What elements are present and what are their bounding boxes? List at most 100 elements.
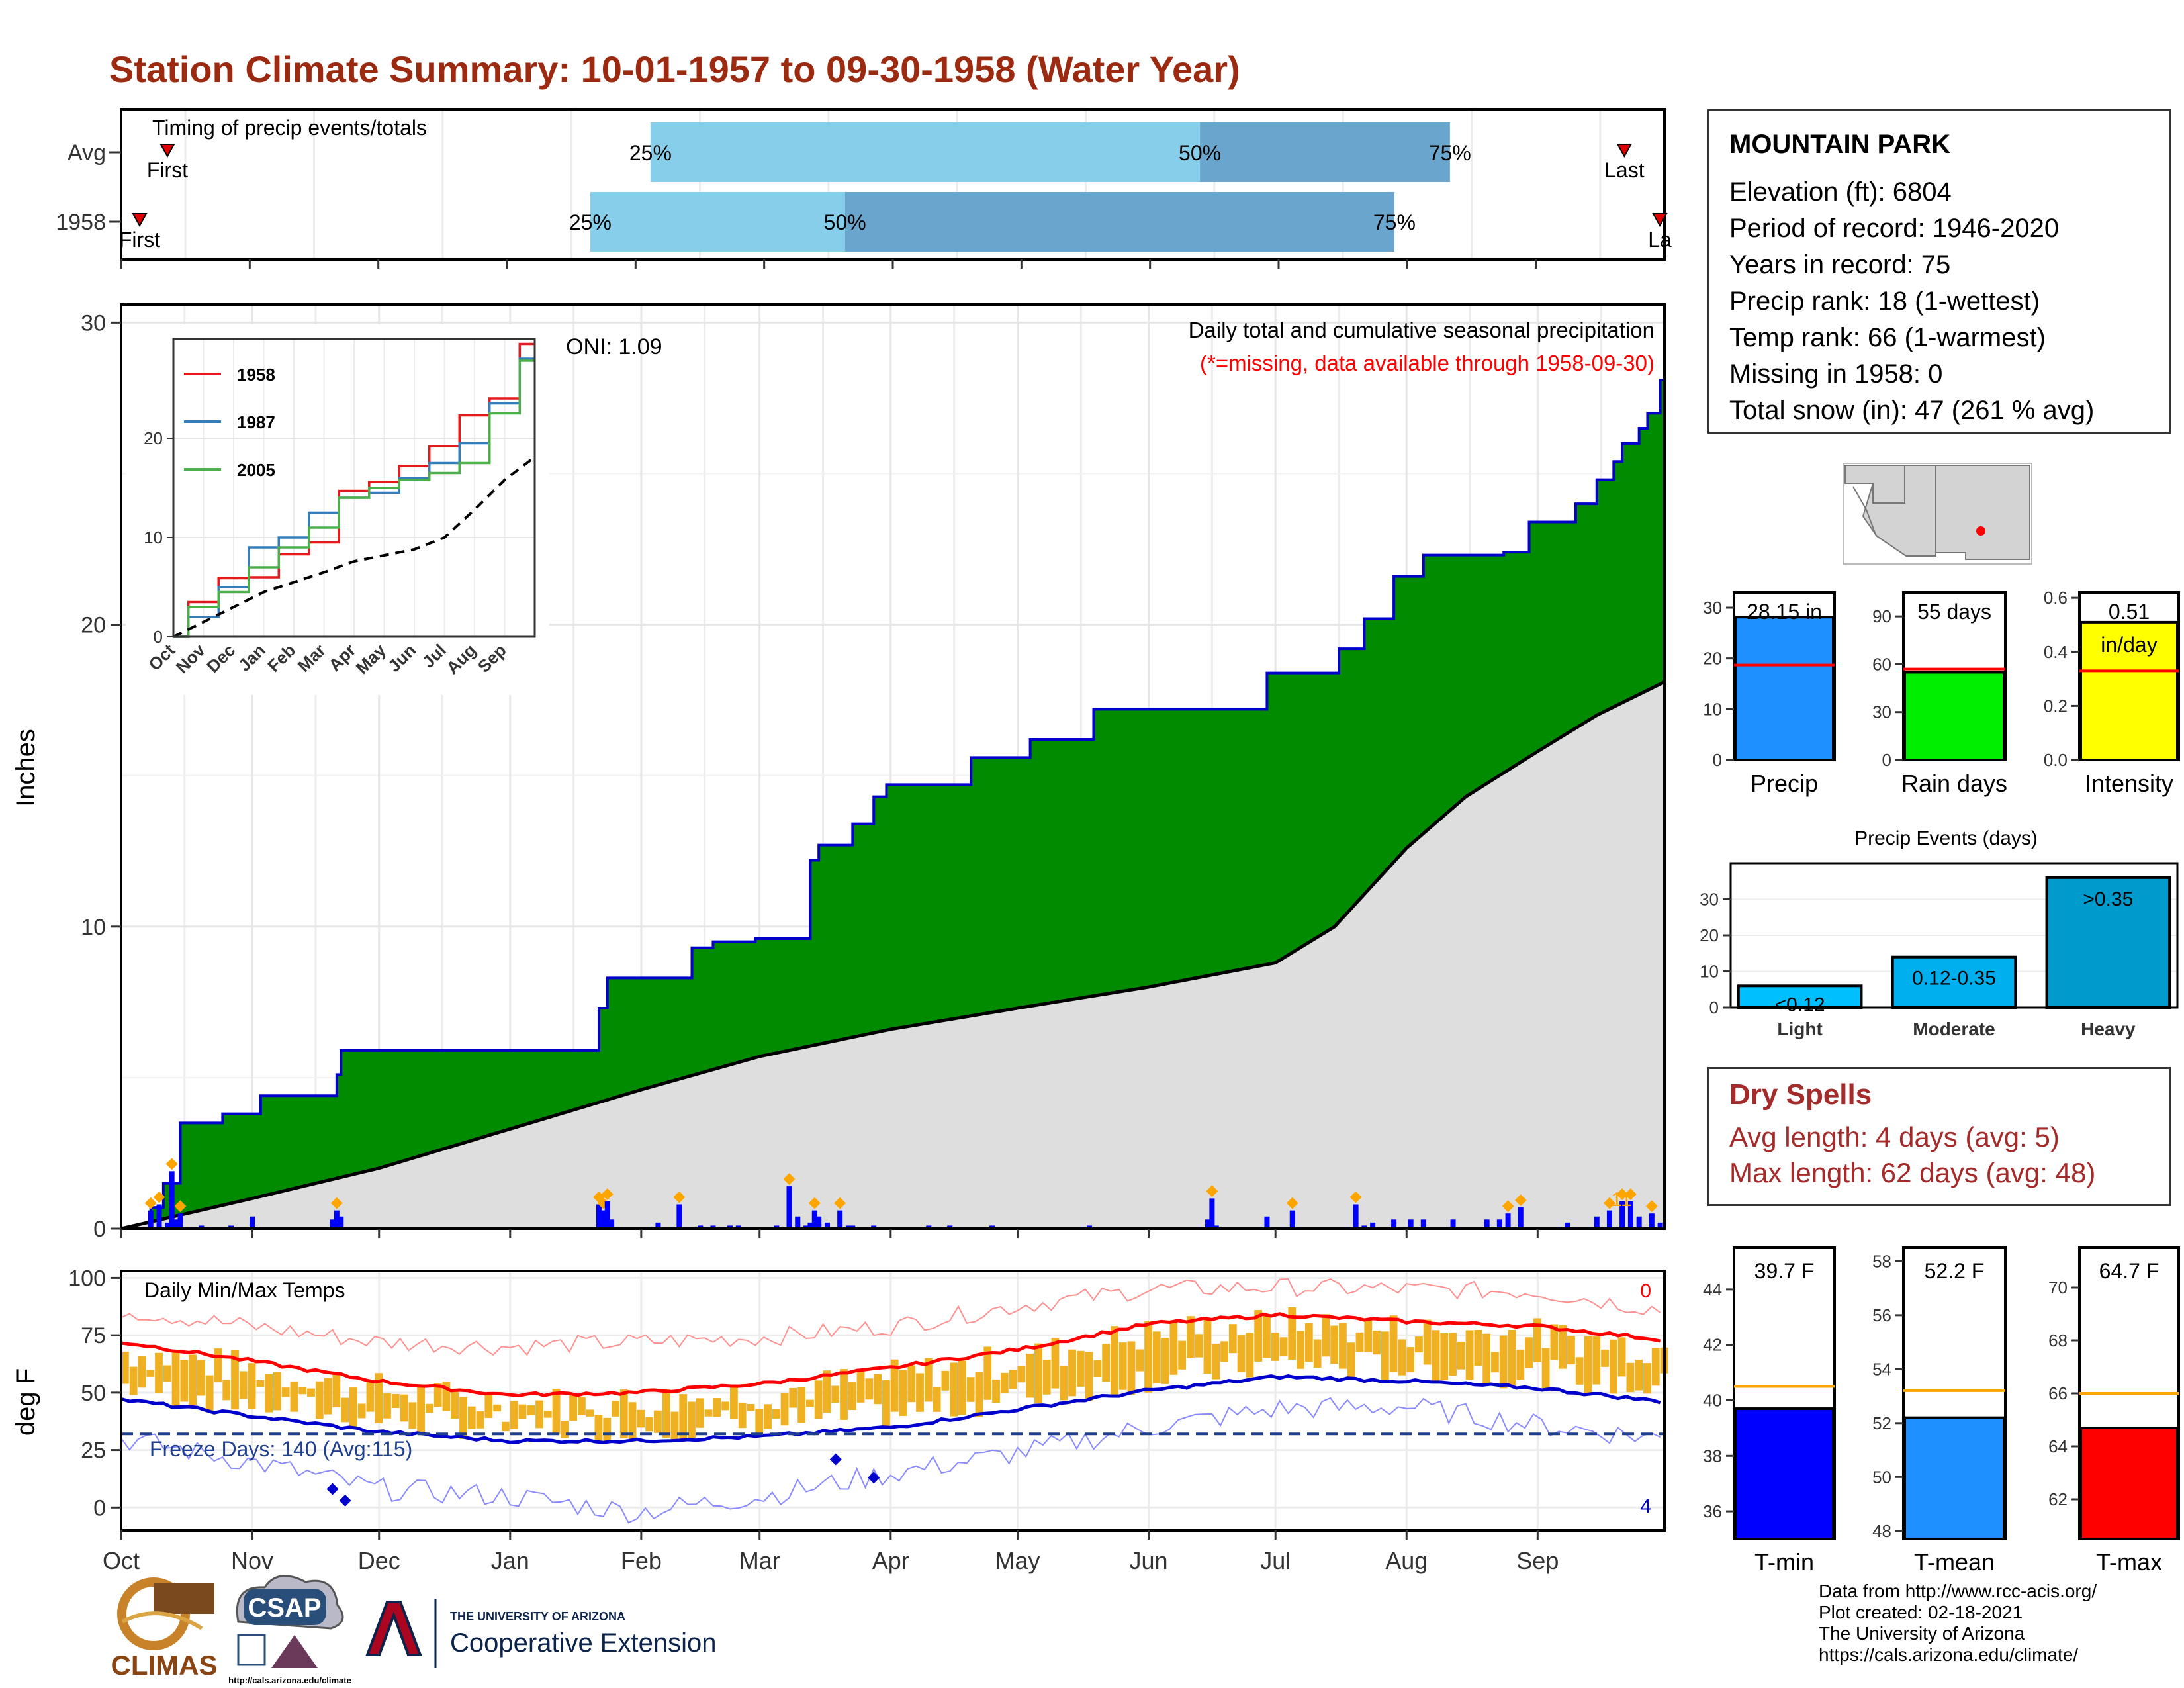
daily-temp-range-bar (840, 1369, 848, 1420)
csap-logo-text: CSAP (248, 1593, 321, 1622)
daily-temp-range-bar (1127, 1341, 1136, 1395)
timing-row-label: Avg (68, 140, 106, 165)
daily-temp-range-bar (1398, 1339, 1406, 1376)
daily-temp-range-bar (1567, 1336, 1575, 1365)
dry-spells-max: Max length: 62 days (avg: 48) (1729, 1157, 2096, 1188)
daily-precip-bar (1450, 1219, 1456, 1229)
daily-temp-range-bar (400, 1394, 408, 1422)
events-y-tick-label: 0 (1709, 998, 1719, 1017)
daily-precip-bar (871, 1225, 877, 1229)
temp-y-tick-label: 0 (93, 1495, 106, 1521)
inset-legend-label: 1987 (237, 412, 275, 432)
climas-logo-text: CLIMAS (111, 1650, 218, 1681)
daily-precip-bar (604, 1201, 610, 1229)
month-label: Apr (872, 1547, 909, 1574)
climas-logo-wave (121, 1611, 203, 1630)
daily-precip-bar (807, 1222, 813, 1229)
daily-temp-range-bar (1465, 1330, 1474, 1380)
average-min-line (120, 1374, 1661, 1444)
inset-legend-label: 2005 (237, 460, 275, 480)
temp-summary-bar (1903, 1416, 2005, 1541)
summary-y-tick-label: 90 (1872, 606, 1891, 626)
map-state-nm (1935, 465, 2030, 560)
daily-temp-range-bar (1237, 1335, 1246, 1372)
daily-temp-range-bar (552, 1388, 561, 1435)
map-coast (1852, 486, 1877, 537)
daily-temp-range-bar (1263, 1314, 1271, 1358)
event-bar (2045, 876, 2171, 1009)
daily-temp-range-bar (586, 1409, 594, 1417)
daily-precip-bar (811, 1210, 817, 1229)
daily-temp-range-bar (1651, 1348, 1660, 1386)
daily-temp-range-bar (527, 1405, 535, 1415)
daily-temp-range-bar (1220, 1341, 1228, 1362)
inset-frame (172, 338, 536, 638)
temp-summary-bar (1734, 1407, 1835, 1540)
daily-precip-bar (824, 1222, 830, 1229)
temp-y-tick-label: 100 (68, 1266, 106, 1291)
daily-temp-range-bar (1085, 1352, 1093, 1401)
summary-y-tick-label: 30 (1872, 702, 1891, 722)
daily-precip-bar (698, 1225, 704, 1229)
month-label: Jul (1260, 1547, 1291, 1574)
last-event-marker (1616, 144, 1633, 158)
daily-temp-range-bar (679, 1394, 688, 1439)
daily-precip-bar (1627, 1201, 1633, 1229)
ua-logo-small-text: THE UNIVERSITY OF ARIZONA (450, 1610, 625, 1623)
daily-temp-range-bar (391, 1393, 400, 1409)
daily-temp-range-bar (1406, 1347, 1415, 1372)
daily-temp-range-bar (1525, 1337, 1533, 1368)
timing-panel: Timing of precip events/totals Avg 25% 50% 7… (56, 108, 1672, 269)
daily-temp-range-bar (1423, 1319, 1432, 1365)
daily-precip-bar (1209, 1198, 1215, 1229)
daily-temp-range-bar (1364, 1319, 1373, 1352)
last-event-label: Last (1604, 158, 1645, 182)
oni-label: ONI: 1.09 (566, 334, 662, 359)
daily-temp-range-bar (704, 1409, 713, 1417)
daily-temp-range-bar (324, 1378, 332, 1415)
daily-precip-bar (989, 1225, 995, 1229)
daily-precip-bar (710, 1225, 716, 1229)
daily-temp-range-bar (171, 1352, 180, 1406)
daily-temp-range-bar (1592, 1336, 1601, 1385)
snow-marker (144, 1197, 157, 1209)
station-snow: Total snow (in): 47 (261 % avg) (1729, 396, 2095, 425)
summary-y-tick-label: 30 (1703, 598, 1722, 618)
daily-temp-range-bar (1347, 1342, 1355, 1377)
daily-temp-range-bar (248, 1363, 256, 1409)
credit-line: Data from http://www.rcc-acis.org/ (1819, 1581, 2097, 1601)
record-low-marker (868, 1472, 880, 1484)
temp-frame (120, 1270, 1666, 1532)
daily-temp-range-bar (619, 1389, 628, 1439)
daily-temp-range-bar (933, 1387, 941, 1412)
daily-temp-range-bar (882, 1380, 890, 1428)
temp-bar-y-tick-label: 70 (2048, 1278, 2068, 1297)
daily-precip-bar (845, 1225, 851, 1229)
snow-marker (808, 1197, 821, 1209)
daily-precip-bar (655, 1222, 661, 1229)
daily-precip-bar (1289, 1210, 1295, 1229)
daily-temp-range-bar (645, 1417, 654, 1432)
daily-temp-range-bar (814, 1380, 823, 1419)
daily-temp-range-bar (1136, 1349, 1144, 1372)
daily-temp-range-bar (138, 1356, 146, 1388)
daily-temp-range-bar (1111, 1326, 1118, 1395)
daily-precip-bar (850, 1225, 856, 1229)
daily-precip-bar (228, 1225, 234, 1229)
daily-temp-range-bar (1584, 1336, 1592, 1394)
daily-precip-bar (735, 1225, 741, 1229)
daily-temp-range-bar (603, 1417, 612, 1443)
daily-temp-range-bar (874, 1374, 882, 1405)
daily-temp-range-bar (924, 1358, 933, 1402)
daily-temp-range-bar (1169, 1323, 1178, 1375)
inset-y-tick-label: 10 (144, 528, 163, 547)
daily-temp-range-bar (1034, 1343, 1042, 1404)
snow-marker (1616, 1188, 1629, 1200)
daily-temp-range-bar (189, 1354, 197, 1405)
cumulative-excess-area (121, 380, 1664, 1229)
daily-temp-range-bar (1381, 1331, 1389, 1380)
daily-temp-range-bar (992, 1379, 1000, 1403)
daily-temp-range-bar (1541, 1348, 1550, 1391)
daily-temp-range-bar (1482, 1333, 1491, 1385)
station-temp-rank: Temp rank: 66 (1-warmest) (1729, 323, 2046, 352)
